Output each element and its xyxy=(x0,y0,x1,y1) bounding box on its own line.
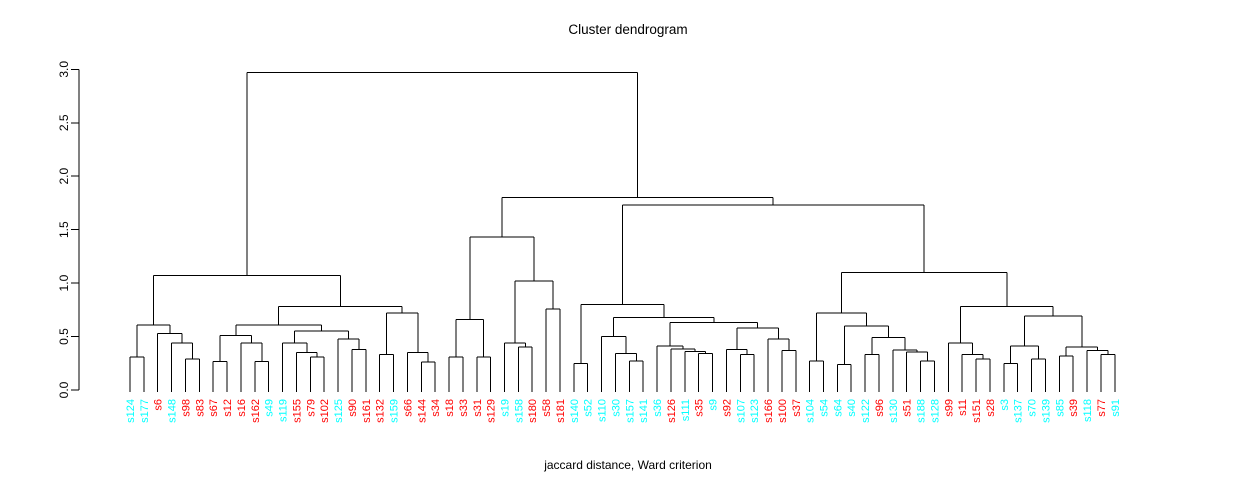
leaf-label: s157 xyxy=(624,399,636,423)
leaf-label: s49 xyxy=(264,399,276,417)
leaf-label: s119 xyxy=(278,399,290,422)
leaf-label: s180 xyxy=(527,399,539,423)
leaf-label: s39 xyxy=(1068,399,1080,417)
leaf-label: s99 xyxy=(943,399,955,417)
leaf-label: s19 xyxy=(499,399,511,417)
leaf-label: s128 xyxy=(929,399,941,423)
leaf-label: s102 xyxy=(319,399,331,423)
leaf-label: s158 xyxy=(513,399,525,423)
leaf-label: s132 xyxy=(375,399,387,423)
leaf-label: s177 xyxy=(139,399,151,423)
leaf-label: s35 xyxy=(694,399,706,417)
leaf-label: s181 xyxy=(555,399,567,423)
leaf-label: s124 xyxy=(125,399,137,423)
leaf-label: s12 xyxy=(222,399,234,417)
leaf-label: s33 xyxy=(458,399,470,417)
y-axis-tick-labels: 0.0 0.5 1.0 1.5 2.0 2.5 3.0 xyxy=(57,61,71,399)
y-axis-tick-label: 2.5 xyxy=(57,114,71,131)
leaf-labels: s124 s177 s6 s148 s98 s83 s67 s12 s16 s162 s49 s119… xyxy=(125,399,1122,423)
y-axis xyxy=(71,68,80,391)
leaf-label: s79 xyxy=(305,399,317,417)
leaf-label: s83 xyxy=(194,399,206,417)
leaf-label: s40 xyxy=(846,399,858,417)
leaf-label: s36 xyxy=(652,399,664,417)
leaf-label: s118 xyxy=(1082,399,1094,422)
leaf-label: s144 xyxy=(416,399,428,423)
leaf-label: s51 xyxy=(902,399,914,417)
leaf-label: s18 xyxy=(444,399,456,417)
leaf-label: s159 xyxy=(389,399,401,423)
y-axis-tick-label: 0.0 xyxy=(57,381,71,398)
leaf-label: s37 xyxy=(791,399,803,417)
leaf-label: s77 xyxy=(1096,399,1108,417)
leaf-label: s58 xyxy=(541,399,553,417)
leaf-label: s110 xyxy=(597,399,609,422)
leaf-label: s155 xyxy=(291,399,303,423)
leaf-label: s141 xyxy=(638,399,650,423)
leaf-label: s11 xyxy=(957,399,969,416)
leaf-label: s162 xyxy=(250,399,262,423)
y-axis-tick-label: 3.0 xyxy=(57,61,71,78)
leaf-label: s54 xyxy=(819,399,831,417)
leaf-label: s129 xyxy=(486,399,498,423)
leaf-label: s85 xyxy=(1054,399,1066,417)
y-axis-tick-label: 1.5 xyxy=(57,221,71,238)
y-axis-tick-label: 0.5 xyxy=(57,328,71,345)
leaf-label: s188 xyxy=(916,399,928,423)
leaf-label: s70 xyxy=(1027,399,1039,417)
dendrogram-links xyxy=(129,72,1116,392)
leaf-label: s123 xyxy=(749,399,761,423)
leaf-label: s111 xyxy=(680,399,692,421)
x-axis-label: jaccard distance, Ward criterion xyxy=(544,458,712,472)
leaf-label: s91 xyxy=(1110,399,1122,417)
leaf-label: s34 xyxy=(430,399,442,417)
leaf-label: s104 xyxy=(805,399,817,423)
leaf-label: s28 xyxy=(985,399,997,417)
leaf-label: s52 xyxy=(583,399,595,417)
leaf-label: s107 xyxy=(735,399,747,423)
leaf-label: s139 xyxy=(1040,399,1052,423)
leaf-label: s67 xyxy=(208,399,220,417)
leaf-label: s151 xyxy=(971,399,983,423)
leaf-label: s96 xyxy=(874,399,886,417)
leaf-label: s3 xyxy=(999,399,1011,411)
leaf-label: s9 xyxy=(708,399,720,411)
leaf-label: s64 xyxy=(832,399,844,417)
y-axis-tick-label: 1.0 xyxy=(57,274,71,291)
leaf-label: s126 xyxy=(666,399,678,423)
leaf-label: s90 xyxy=(347,399,359,417)
leaf-label: s31 xyxy=(472,399,484,417)
leaf-label: s6 xyxy=(153,399,165,411)
leaf-label: s140 xyxy=(569,399,581,423)
leaf-label: s166 xyxy=(763,399,775,423)
leaf-label: s137 xyxy=(1013,399,1025,423)
leaf-label: s100 xyxy=(777,399,789,423)
leaf-label: s130 xyxy=(888,399,900,423)
leaf-label: s16 xyxy=(236,399,248,417)
y-axis-tick-label: 2.0 xyxy=(57,168,71,185)
leaf-label: s161 xyxy=(361,399,373,423)
leaf-label: s125 xyxy=(333,399,345,423)
leaf-label: s148 xyxy=(167,399,179,423)
leaf-label: s66 xyxy=(402,399,414,417)
chart-title: Cluster dendrogram xyxy=(568,22,688,37)
leaf-label: s98 xyxy=(180,399,192,417)
leaf-label: s122 xyxy=(860,399,872,423)
leaf-label: s30 xyxy=(610,399,622,417)
leaf-label: s92 xyxy=(721,399,733,417)
